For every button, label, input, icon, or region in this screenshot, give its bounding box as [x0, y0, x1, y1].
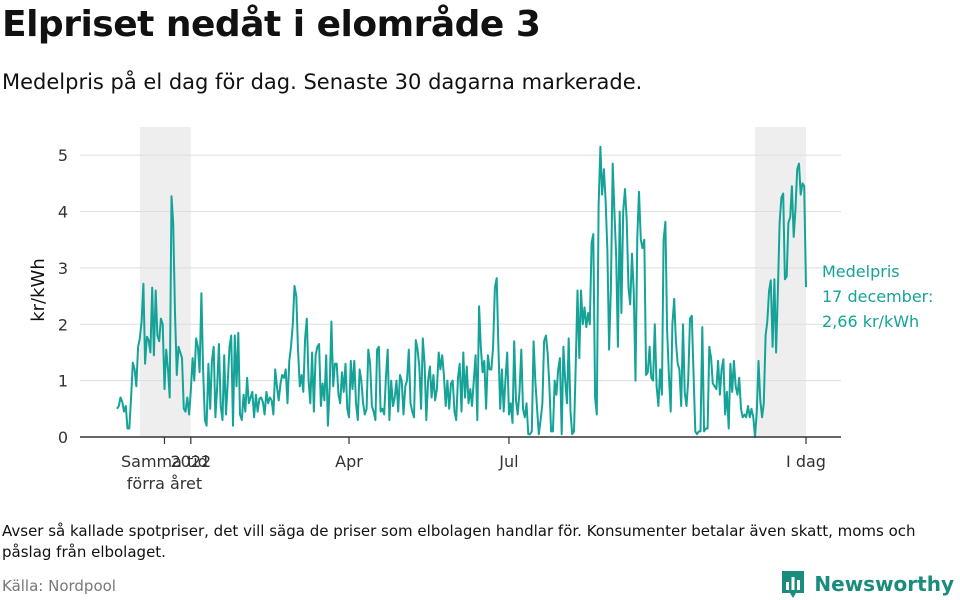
- x-tick-label: Apr: [335, 452, 363, 471]
- page-title: Elpriset nedåt i elområde 3: [2, 4, 541, 45]
- y-tick-label: 5: [58, 146, 68, 165]
- highlight-period-1: [755, 127, 806, 437]
- y-tick-label: 1: [58, 372, 68, 391]
- y-axis-label: kr/kWh: [28, 258, 49, 322]
- x-tick-label: I dag: [786, 452, 826, 471]
- newsworthy-brand[interactable]: Newsworthy: [780, 569, 954, 599]
- chart-footnote: Avser så kallade spotpriser, det vill sä…: [2, 522, 916, 561]
- page-subtitle: Medelpris på el dag för dag. Senaste 30 …: [2, 70, 643, 94]
- brand-name: Newsworthy: [814, 572, 954, 596]
- x-tick-label: 2022: [170, 452, 211, 471]
- y-tick-label: 2: [58, 315, 68, 334]
- newsworthy-logo-icon: [782, 571, 805, 598]
- y-tick-label: 4: [58, 203, 68, 222]
- price-series-line: [116, 145, 807, 438]
- y-tick-label: 3: [58, 259, 68, 278]
- y-tick-label: 0: [58, 428, 68, 447]
- source-credit: Källa: Nordpool: [2, 577, 116, 595]
- x-tick-label: Jul: [498, 452, 518, 471]
- latest-price-annotation: Medelpris 17 december: 2,66 kr/kWh: [822, 262, 933, 331]
- x-tick-label: Samma tid förra året: [121, 452, 208, 493]
